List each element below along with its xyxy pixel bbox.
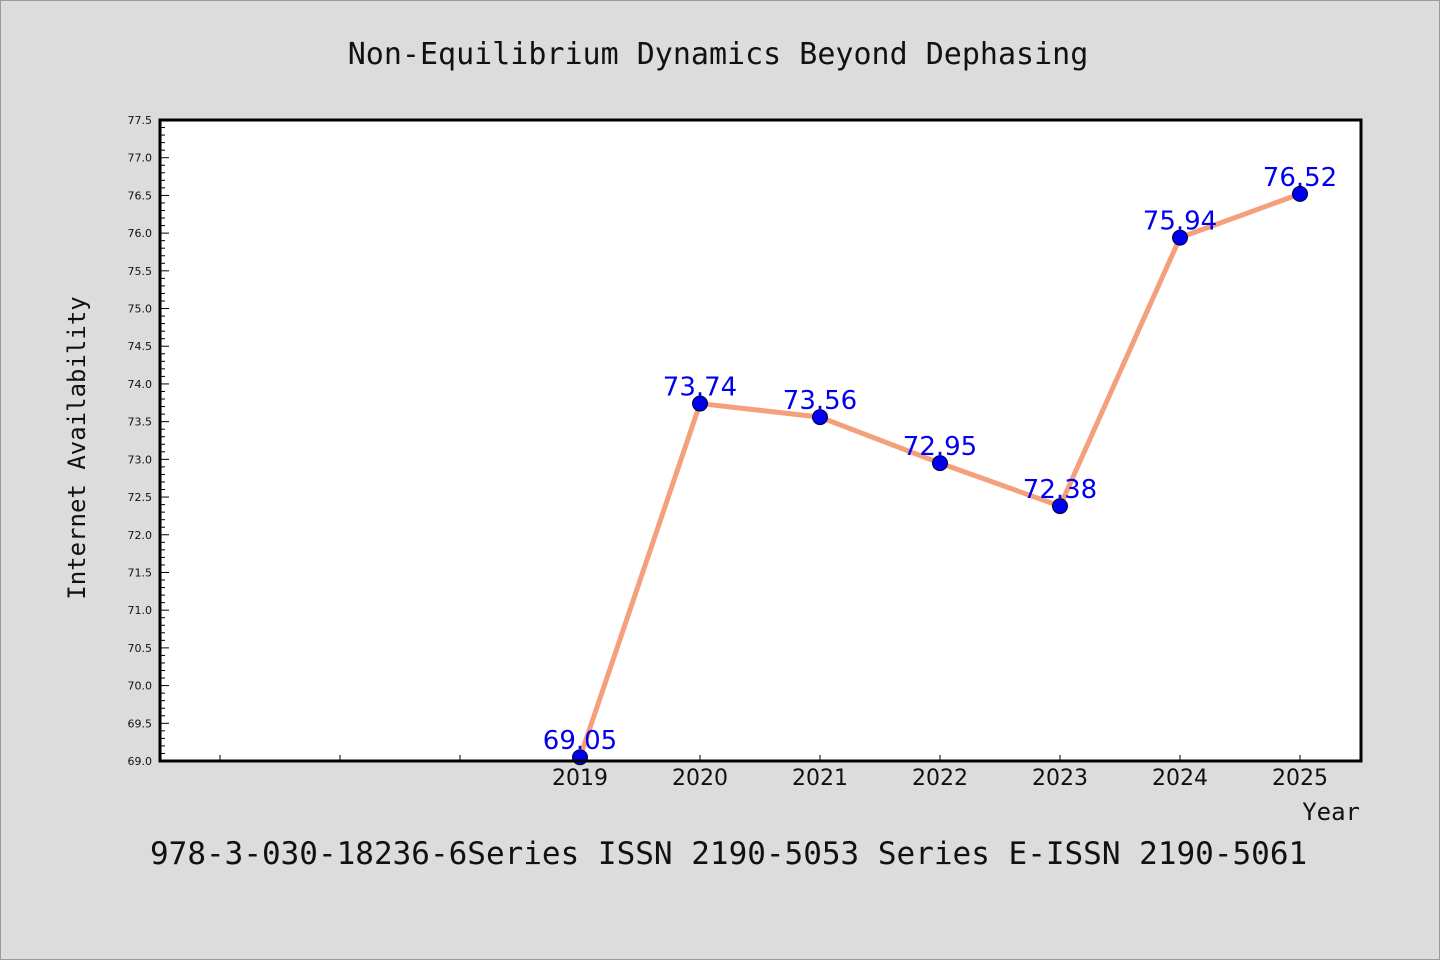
x-tick-label: 2025: [1272, 766, 1328, 791]
y-tick-label: 75.0: [128, 303, 153, 316]
y-tick-label: 74.5: [128, 340, 153, 353]
data-point: [932, 455, 948, 472]
x-axis-title: Year: [1302, 798, 1360, 826]
data-point: [1052, 498, 1068, 515]
x-tick-label: 2019: [552, 766, 608, 791]
plot-frame: [158, 118, 1363, 763]
x-tick-label: 2022: [912, 766, 968, 791]
y-tick-label: 72.5: [128, 491, 153, 504]
chart-title: Non-Equilibrium Dynamics Beyond Dephasin…: [348, 37, 1089, 72]
data-point: [692, 395, 708, 412]
y-tick-label: 70.0: [128, 680, 153, 693]
data-point: [1292, 185, 1308, 202]
y-tick-label: 70.5: [128, 642, 153, 655]
x-tick-label: 2020: [672, 766, 728, 791]
y-tick-label: 71.0: [128, 604, 153, 617]
data-label: 73.56: [783, 386, 857, 416]
y-axis-ticks: 69.0 69.5 70.0 70.5 71.0 71.5 72.0 72.5 73.0 73.5…: [128, 114, 169, 768]
data-label: 73.74: [663, 373, 737, 403]
data-point: [812, 409, 828, 426]
data-label: 76.52: [1263, 163, 1337, 193]
y-tick-label: 77.0: [128, 152, 153, 165]
y-tick-label: 73.5: [128, 416, 153, 429]
x-tick-label: 2024: [1152, 766, 1208, 791]
data-point: [1172, 229, 1188, 246]
data-label: 72.38: [1023, 475, 1097, 505]
series-internet-availability: 69.05 73.74 73.56 72.95 72.38 75.94 76.52: [543, 163, 1337, 766]
y-tick-label: 75.5: [128, 265, 153, 278]
y-tick-label: 69.0: [128, 755, 153, 768]
data-label: 69.05: [543, 726, 617, 756]
y-tick-label: 77.5: [128, 114, 153, 127]
x-axis-ticks: 2019 2020 2021 2022 2023 2024 2025: [219, 755, 1328, 791]
y-tick-label: 76.0: [128, 227, 153, 240]
data-label: 75.94: [1143, 207, 1217, 237]
y-tick-label: 76.5: [128, 189, 153, 202]
x-tick-label: 2023: [1032, 766, 1088, 791]
y-tick-label: 74.0: [128, 378, 153, 391]
y-tick-label: 73.0: [128, 453, 153, 466]
isbn-footer: 978-3-030-18236-6Series ISSN 2190-5053 S…: [150, 836, 1307, 872]
y-tick-label: 69.5: [128, 717, 153, 730]
x-tick-label: 2021: [792, 766, 848, 791]
y-tick-label: 71.5: [128, 566, 153, 579]
data-label: 72.95: [903, 432, 977, 462]
plot-area: [160, 120, 1361, 761]
y-axis-title: Internet Availability: [63, 296, 91, 599]
y-tick-label: 72.0: [128, 529, 153, 542]
